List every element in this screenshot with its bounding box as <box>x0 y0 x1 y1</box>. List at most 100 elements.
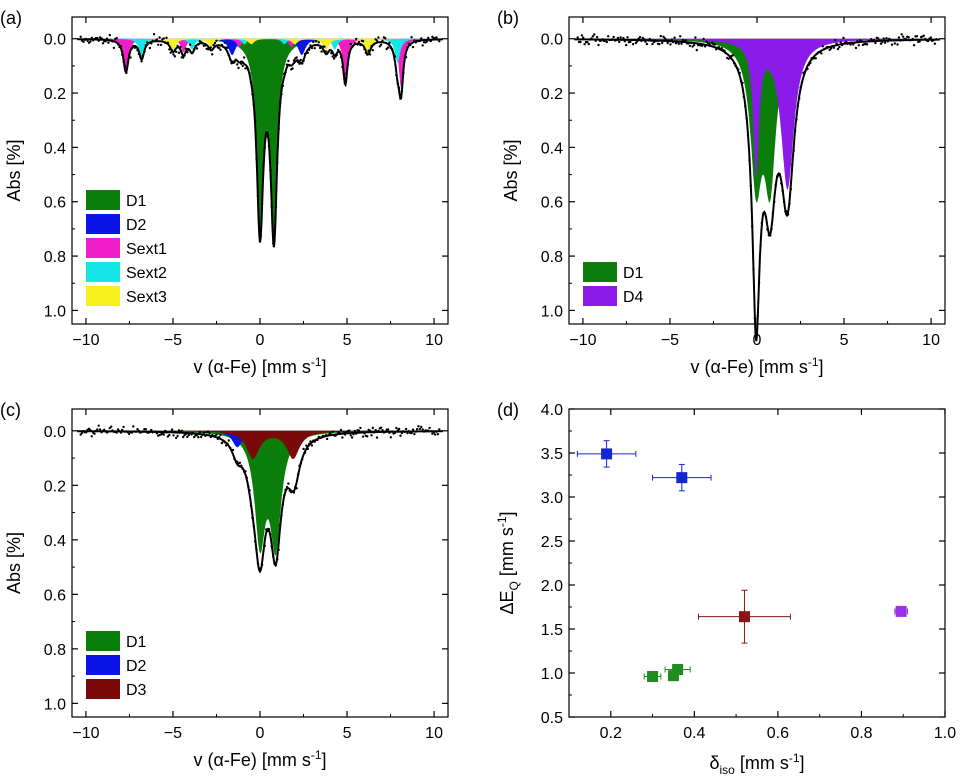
data-point <box>105 37 109 40</box>
data-point <box>306 447 309 451</box>
data-point <box>236 460 239 463</box>
x-tick-label: 1.0 <box>934 725 956 742</box>
data-point <box>285 485 289 489</box>
data-point <box>379 43 383 46</box>
x-tick-label: 10 <box>425 332 443 349</box>
data-point <box>591 35 595 38</box>
data-point <box>751 225 754 228</box>
area-Sext2 <box>77 38 443 64</box>
data-point <box>241 64 244 68</box>
legend-label: Sext3 <box>126 289 167 306</box>
data-point <box>197 436 200 439</box>
data-point <box>79 433 82 436</box>
data-point <box>371 49 374 52</box>
y-axis-title: ΔEQ [mm s-1] <box>495 511 521 614</box>
data-point <box>176 434 179 438</box>
data-point <box>644 40 647 43</box>
data-point <box>213 41 217 45</box>
data-point <box>932 39 935 42</box>
panel-label: (a) <box>0 8 22 28</box>
data-point <box>703 45 707 48</box>
data-point <box>183 54 186 57</box>
data-point <box>391 430 394 433</box>
data-point <box>283 72 286 76</box>
data-point <box>186 51 189 54</box>
data-point <box>331 430 334 433</box>
data-point <box>327 433 330 437</box>
data-point <box>180 429 183 432</box>
data-point <box>148 46 152 50</box>
data-point <box>301 62 304 65</box>
data-point <box>162 433 165 436</box>
data-point <box>296 473 300 476</box>
data-point <box>121 428 124 432</box>
data-point <box>840 43 844 47</box>
data-point <box>374 428 377 432</box>
data-point <box>80 431 84 435</box>
data-point <box>129 56 132 59</box>
data-point <box>193 48 196 51</box>
x-tick-label: 0.6 <box>767 725 789 742</box>
measured-points <box>576 33 938 340</box>
data-point <box>188 43 192 46</box>
legend-swatch-D1 <box>86 631 120 651</box>
data-point <box>334 55 337 58</box>
marker <box>667 670 679 682</box>
data-point <box>433 433 437 436</box>
data-point <box>806 67 809 71</box>
data-point <box>375 39 379 42</box>
data-point <box>850 41 853 44</box>
legend: D1 D2 D3 <box>86 631 147 699</box>
data-point <box>756 315 759 318</box>
data-point <box>215 39 218 42</box>
data-point <box>611 38 614 41</box>
data-point <box>224 444 228 447</box>
data-point <box>143 50 146 53</box>
data-point <box>234 58 237 61</box>
data-point <box>893 42 896 45</box>
data-point <box>260 202 264 206</box>
data-point <box>267 144 271 148</box>
data-point <box>375 436 379 439</box>
data-point <box>126 431 129 434</box>
data-point <box>306 51 309 55</box>
data-point <box>277 548 280 552</box>
data-point <box>215 433 218 436</box>
data-point <box>335 433 338 436</box>
data-point <box>274 564 278 567</box>
data-point <box>258 230 261 233</box>
data-point <box>896 43 899 46</box>
data-point <box>292 59 296 62</box>
data-point <box>386 46 390 49</box>
marker <box>738 611 750 623</box>
data-point <box>93 432 96 435</box>
data-point <box>263 146 266 149</box>
y-tick-label: 0.6 <box>44 587 66 604</box>
data-point <box>800 81 804 84</box>
data-point <box>330 433 333 436</box>
marker <box>647 671 659 683</box>
data-point <box>349 434 352 437</box>
data-point <box>296 60 300 64</box>
data-point <box>291 67 294 70</box>
data-point <box>169 51 172 54</box>
data-point <box>684 39 687 42</box>
data-point <box>901 35 905 38</box>
data-point <box>170 49 174 52</box>
data-point <box>670 38 674 41</box>
data-point <box>857 44 860 47</box>
data-point <box>796 105 799 108</box>
data-point <box>223 41 226 44</box>
data-point <box>155 432 159 435</box>
data-point <box>607 35 610 38</box>
data-point <box>348 429 351 432</box>
data-point <box>710 41 714 44</box>
data-point <box>100 37 103 40</box>
data-point <box>587 42 590 46</box>
data-point <box>126 61 129 64</box>
data-point <box>240 464 243 467</box>
data-point <box>278 524 282 527</box>
marker <box>601 448 613 460</box>
data-point <box>907 36 910 39</box>
